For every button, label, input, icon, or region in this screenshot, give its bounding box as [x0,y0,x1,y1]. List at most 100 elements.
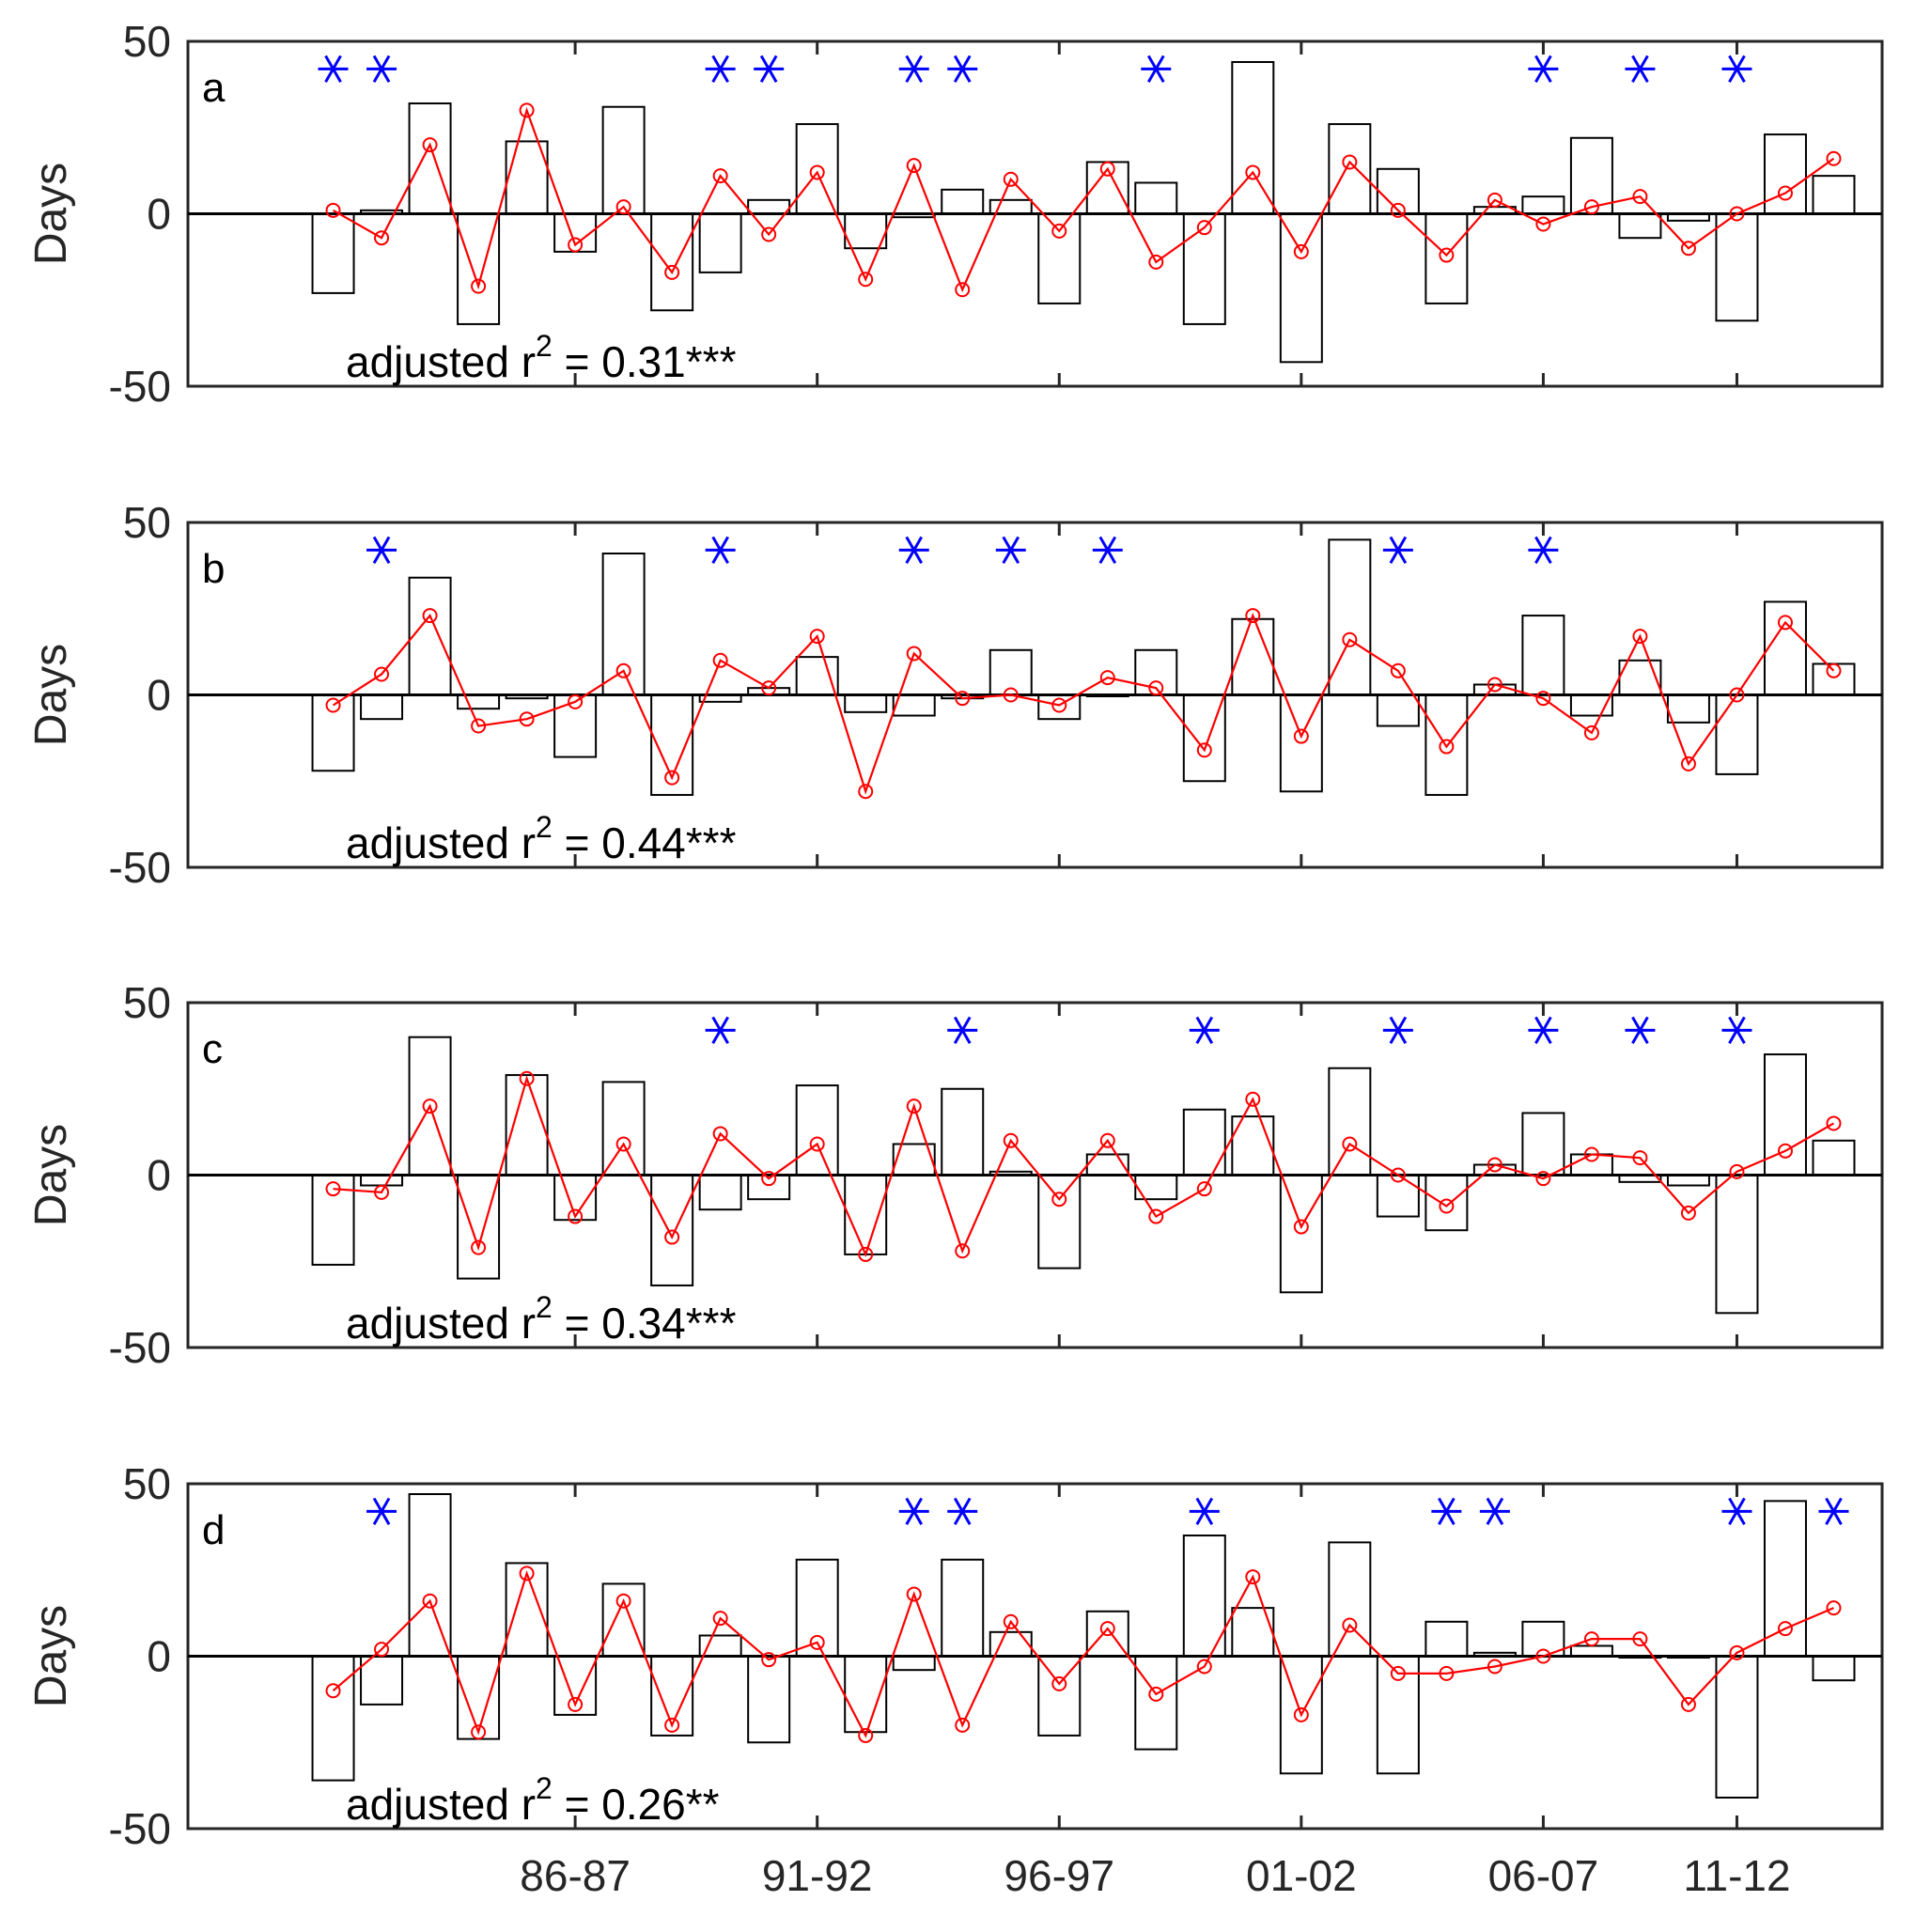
y-tick-label: 50 [123,1459,171,1508]
star-stroke [1534,1016,1552,1045]
line-marker [1196,1181,1212,1197]
bar [1569,1644,1613,1658]
bar [698,1174,742,1211]
line-marker [1826,150,1842,166]
line-marker [955,691,971,707]
bar [1037,212,1082,304]
line-marker [809,1634,825,1650]
line-marker [1535,1648,1551,1664]
bar [360,693,404,721]
line-marker [1245,608,1261,624]
star-stroke [1631,1016,1649,1045]
y-tick-label: -50 [109,843,171,892]
star-stroke [1728,1497,1746,1526]
panel-letter: d [202,1507,225,1553]
line-marker [374,1184,390,1200]
line-marker [1680,756,1696,771]
line-marker [1777,185,1793,201]
bar [1521,1112,1565,1176]
y-tick-label: -50 [109,362,171,411]
line-marker [1487,1157,1502,1173]
significance-star [947,1497,978,1526]
line-marker [664,770,680,786]
line-marker [858,272,874,288]
significance-star [995,536,1026,565]
line-marker [568,1696,584,1712]
line-marker [1487,192,1502,208]
star-stroke [905,1497,924,1526]
bar [1715,1655,1759,1799]
significance-star [1528,1016,1559,1045]
line-marker [761,680,777,696]
line-marker [422,608,438,624]
bar [1328,1067,1372,1176]
bar [1618,212,1662,240]
significance-star [898,1497,929,1526]
bar [360,1655,404,1706]
star-stroke [1728,1016,1746,1045]
x-tick-label: 01-02 [1246,1851,1357,1900]
bar [1134,1655,1178,1751]
bar [892,1655,936,1672]
significance-star [898,55,929,84]
star-stroke [1389,1016,1408,1045]
line-marker [1148,680,1164,696]
bar [1763,1500,1807,1658]
significance-star [1721,55,1752,84]
bar [1182,1108,1226,1176]
line-marker [422,1098,438,1114]
significance-star [754,55,785,84]
bar [844,1174,888,1255]
bar [1521,615,1565,696]
significance-star [947,55,978,84]
line-marker [1003,171,1019,187]
line-marker [1390,662,1406,678]
line-marker [955,1243,971,1259]
star-stroke [953,55,972,84]
bar [650,212,694,312]
panel-c: -50 0 50 Days c adjusted r2 = 0.34*** [26,978,1884,1372]
bar [311,212,355,294]
bar [1763,133,1807,215]
bar [795,123,839,215]
bar [747,198,791,215]
y-tick-label: 0 [147,1632,171,1681]
line-marker [471,718,487,734]
star-stroke [1389,536,1408,565]
star-stroke [1825,1497,1843,1526]
panel-letter: c [202,1026,223,1072]
r2-annotation: adjusted r2 = 0.26** [346,1771,720,1829]
line-marker [858,784,874,800]
bar [1715,693,1759,775]
x-tick-label: 06-07 [1488,1851,1599,1900]
y-tick-label: 50 [123,498,171,547]
star-stroke [1002,536,1020,565]
bar [698,212,742,273]
bar [1812,662,1856,696]
bar [747,1655,791,1744]
line-marker [1148,1208,1164,1224]
bar [1666,693,1710,724]
star-stroke [1728,55,1746,84]
star-stroke [711,536,729,565]
line-marker [1583,199,1599,215]
line-marker [1390,202,1406,218]
panel-d: -50 0 50 Days d adjusted r2 = 0.26** 86-87 91-9… [26,1459,1884,1900]
bar [1715,212,1759,322]
line-marker [1680,1696,1696,1712]
significance-star [1721,1016,1752,1045]
line-marker [1729,1163,1745,1179]
x-tick-label: 86-87 [520,1851,631,1900]
line-marker [1632,1150,1648,1166]
line-marker [712,652,728,668]
star-stroke [372,536,391,565]
significance-star [1625,55,1656,84]
r2-annotation: adjusted r2 = 0.31*** [346,329,737,386]
star-stroke [1195,1016,1214,1045]
line-marker [615,199,631,215]
y-tick-label: 0 [147,1151,171,1200]
line-marker [519,711,535,727]
y-tick-label: 50 [123,17,171,66]
line-marker [1245,1091,1261,1107]
bar [457,693,501,710]
